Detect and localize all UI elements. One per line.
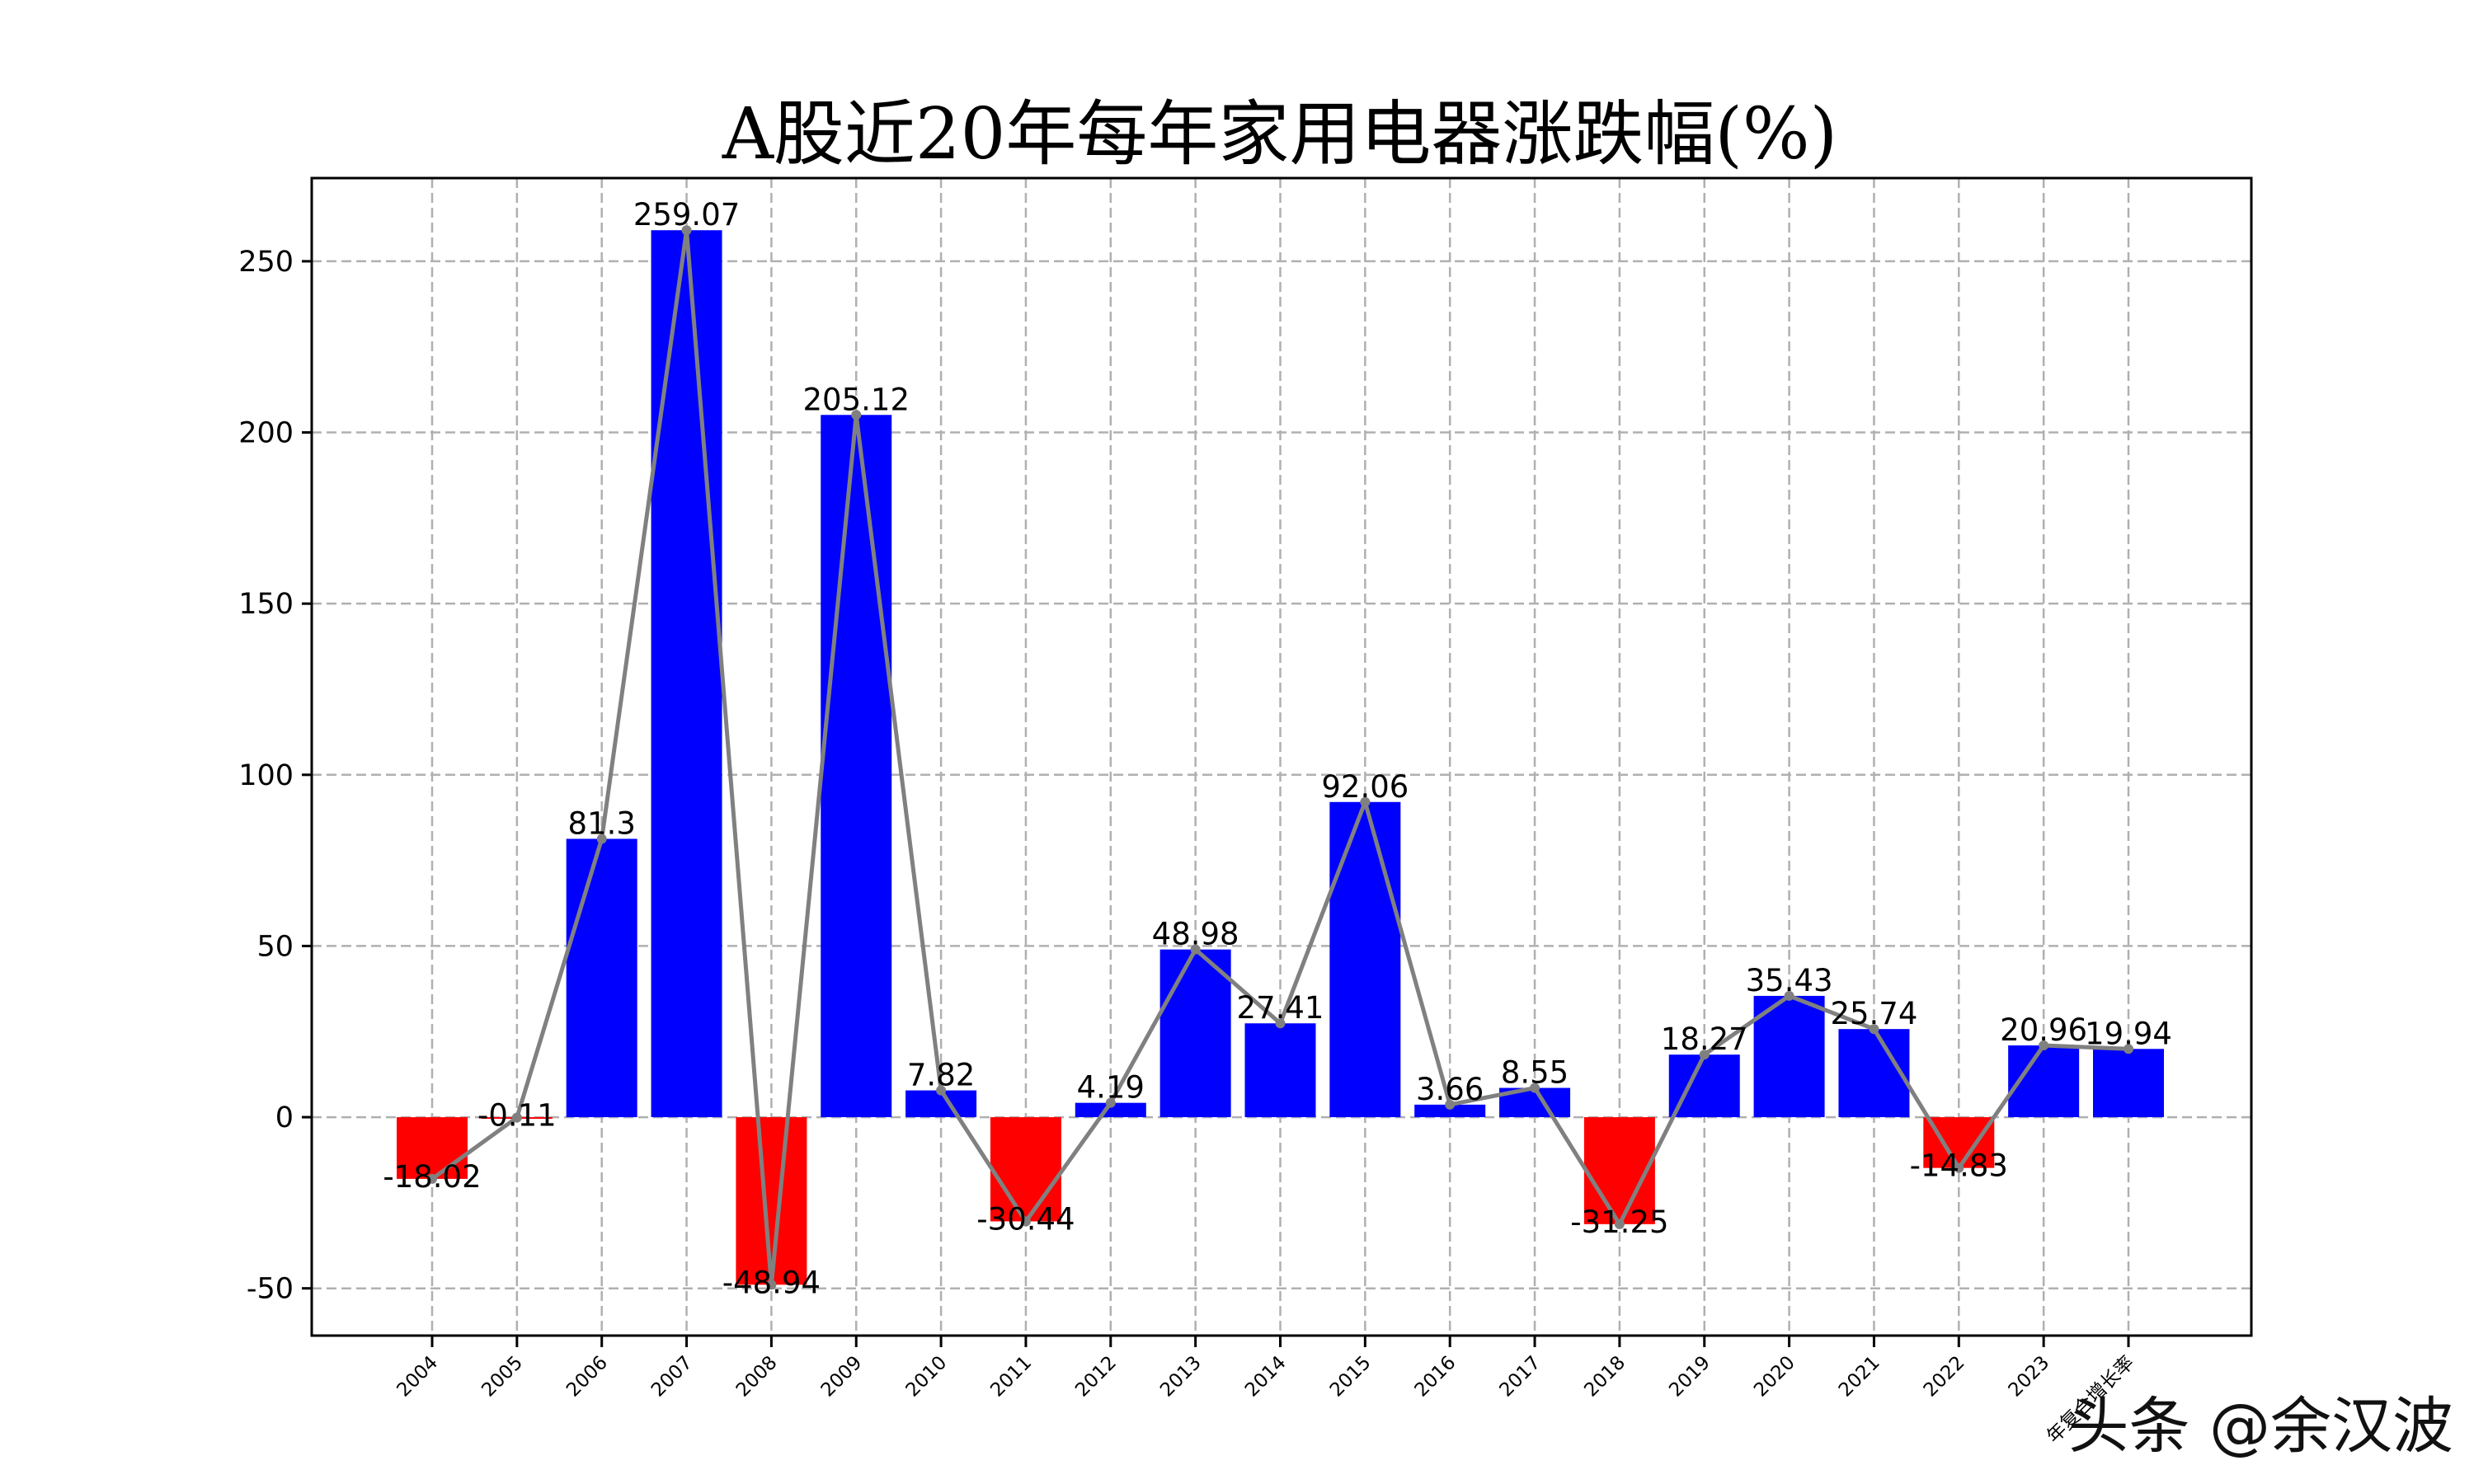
bar-年复合增长率 xyxy=(2093,1049,2164,1118)
bar-2008 xyxy=(736,1117,807,1285)
x-tick-label: 2004 xyxy=(393,1352,442,1402)
trend-point xyxy=(1275,1018,1286,1029)
trend-point xyxy=(1020,1216,1031,1227)
x-tick-label: 2011 xyxy=(986,1352,1036,1402)
trend-point xyxy=(1614,1219,1625,1229)
x-tick-label: 2007 xyxy=(647,1352,697,1402)
y-tick-label: 50 xyxy=(256,930,294,963)
x-tick-label: 2018 xyxy=(1580,1352,1630,1402)
trend-point xyxy=(596,834,607,844)
bars xyxy=(397,230,2164,1285)
x-tick-label: 2019 xyxy=(1665,1352,1714,1402)
data-label: 20.96 xyxy=(2000,1012,2087,1048)
x-tick-label: 2009 xyxy=(817,1352,867,1402)
grid xyxy=(312,178,2251,1336)
x-tick-label: 2016 xyxy=(1411,1352,1460,1402)
x-tick-label: 2005 xyxy=(477,1352,527,1402)
trend-point xyxy=(1360,796,1371,807)
x-tick-label: 2010 xyxy=(902,1352,952,1402)
x-tick-label: 2008 xyxy=(732,1352,782,1402)
bar-2012 xyxy=(1075,1102,1146,1118)
data-label: 8.55 xyxy=(1501,1055,1569,1091)
x-tick-label: 2013 xyxy=(1156,1352,1206,1402)
trend-point xyxy=(1699,1050,1710,1060)
bar-2014 xyxy=(1244,1023,1316,1118)
trend-point xyxy=(511,1112,522,1123)
data-label: 7.82 xyxy=(907,1058,975,1093)
trend-point xyxy=(681,225,692,236)
trend-point xyxy=(936,1085,947,1096)
y-tick-label: 200 xyxy=(238,417,294,450)
data-label: 25.74 xyxy=(1830,996,1917,1031)
bar-2018 xyxy=(1583,1117,1655,1224)
bar-2009 xyxy=(821,415,892,1118)
trend-point xyxy=(1105,1097,1116,1108)
y-tick-label: 150 xyxy=(238,588,294,621)
x-tick-label: 2022 xyxy=(1920,1352,1969,1402)
data-label: 259.07 xyxy=(633,197,740,232)
data-label: 81.3 xyxy=(568,805,636,841)
data-label: -18.02 xyxy=(383,1159,481,1195)
bar-2020 xyxy=(1753,995,1825,1118)
trend-point xyxy=(2039,1040,2049,1051)
y-tick-label: 250 xyxy=(238,246,294,279)
data-label: 48.98 xyxy=(1152,917,1239,952)
data-label: 3.66 xyxy=(1416,1072,1484,1107)
x-tick-label: 2021 xyxy=(1835,1352,1884,1402)
trend-point xyxy=(1954,1162,1964,1173)
trend-point xyxy=(427,1173,437,1184)
data-label: 205.12 xyxy=(803,382,910,417)
data-label: 27.41 xyxy=(1237,990,1324,1026)
data-label: -14.83 xyxy=(1910,1148,2008,1184)
chart-title: A股近20年每年家用电器涨跌幅(%) xyxy=(722,93,1837,176)
y-axis: -50 0 50 100 150 200 250 xyxy=(238,246,312,1306)
y-tick-label: -50 xyxy=(247,1273,294,1306)
bar-2015 xyxy=(1329,801,1401,1118)
bar-2004 xyxy=(397,1117,468,1179)
data-label: -48.94 xyxy=(722,1265,821,1300)
data-label: 4.19 xyxy=(1077,1070,1145,1106)
data-label: 35.43 xyxy=(1746,963,1833,998)
trend-point xyxy=(1869,1024,1879,1035)
trend-point xyxy=(851,410,862,420)
bar-2013 xyxy=(1159,949,1231,1118)
x-tick-label: 2012 xyxy=(1071,1352,1121,1402)
bar-2019 xyxy=(1668,1054,1740,1118)
x-tick-label: 2017 xyxy=(1496,1352,1545,1402)
trend-point xyxy=(766,1280,777,1290)
data-label: -31.25 xyxy=(1570,1205,1668,1240)
x-tick-label: 2006 xyxy=(562,1352,612,1402)
bar-2011 xyxy=(990,1117,1061,1222)
watermark: 头条 @余汉波 xyxy=(2067,1391,2453,1462)
x-axis: 2004 2005 2006 2007 2008 2009 2010 2011 2012 2013… xyxy=(393,1336,2138,1448)
data-label: 92.06 xyxy=(1321,769,1409,805)
data-label: 18.27 xyxy=(1661,1021,1748,1057)
data-label: -0.11 xyxy=(477,1098,557,1134)
bar-2006 xyxy=(566,838,637,1118)
data-label: 19.94 xyxy=(2085,1016,2172,1051)
x-tick-label: 2014 xyxy=(1241,1352,1291,1402)
y-tick-label: 0 xyxy=(275,1101,294,1134)
trend-point xyxy=(2124,1044,2133,1054)
x-tick-label: 2020 xyxy=(1750,1352,1799,1402)
bar-2007 xyxy=(651,230,722,1118)
trend-point xyxy=(1784,990,1794,1001)
bar-2016 xyxy=(1414,1104,1486,1118)
trend-point xyxy=(1530,1082,1540,1093)
trend-point xyxy=(1445,1099,1456,1110)
trend-line xyxy=(427,225,2133,1290)
x-tick-label: 2023 xyxy=(2005,1352,2054,1402)
trend-point xyxy=(1190,944,1201,955)
y-tick-label: 100 xyxy=(238,759,294,792)
data-labels: -18.02 -0.11 81.3 259.07 -48.94 205.12 7.82 -30… xyxy=(383,197,2172,1300)
data-label: -30.44 xyxy=(976,1201,1075,1237)
x-tick-label: 2015 xyxy=(1326,1352,1376,1402)
bar-2021 xyxy=(1838,1029,1910,1118)
